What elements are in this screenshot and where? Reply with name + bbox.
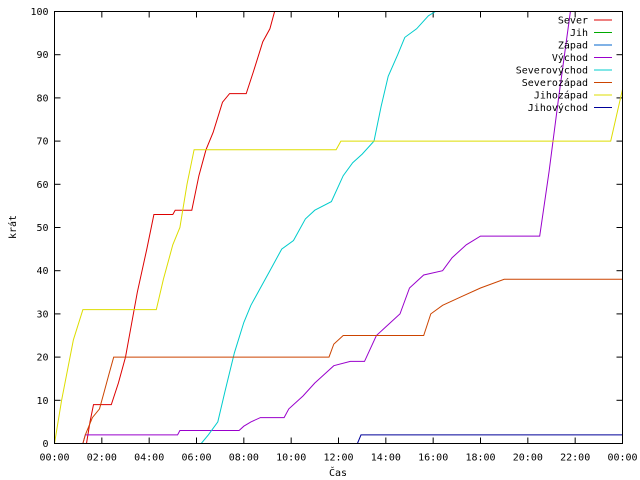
y-tick-label: 70 (36, 137, 48, 148)
y-axis-ticks: 0 10 20 30 40 50 60 70 80 90 100 (30, 7, 623, 450)
legend-label-sever: Sever (558, 16, 588, 27)
x-tick-label: 02:00 (87, 453, 117, 464)
y-tick-label: 80 (36, 93, 48, 104)
y-axis-label: krát (7, 215, 19, 239)
x-tick-label: 00:00 (607, 453, 637, 464)
y-tick-label: 20 (36, 353, 48, 364)
legend: SeverJihZápadVýchodSeverovýchodSeverozáp… (516, 16, 612, 114)
x-tick-label: 18:00 (465, 453, 495, 464)
x-tick-label: 10:00 (276, 453, 306, 464)
y-tick-label: 30 (36, 309, 48, 320)
x-axis-ticks: 00:00 02:00 04:00 06:00 08:00 10:00 12:00 14:00… (39, 11, 638, 464)
legend-label-severozapad: Severozápad (522, 77, 588, 89)
x-axis-label: Čas (329, 466, 347, 479)
legend-label-jihozapad: Jihozápad (534, 90, 588, 102)
series-line-jihovychod (356, 434, 623, 444)
series-line-sever (86, 11, 276, 444)
x-tick-label: 22:00 (560, 453, 590, 464)
legend-label-severovychod: Severovýchod (516, 65, 588, 77)
y-tick-label: 10 (36, 396, 48, 407)
y-tick-label: 100 (30, 7, 48, 18)
legend-label-vychod: Východ (552, 52, 588, 64)
x-tick-label: 06:00 (181, 453, 211, 464)
x-tick-label: 00:00 (39, 453, 69, 464)
legend-label-zapad: Západ (558, 40, 588, 52)
x-tick-label: 20:00 (513, 453, 543, 464)
series-line-vychod (82, 11, 571, 444)
x-tick-label: 08:00 (229, 453, 259, 464)
y-tick-label: 50 (36, 223, 48, 234)
legend-label-jih: Jih (570, 28, 588, 39)
legend-label-jihovychod: Jihovýchod (528, 102, 588, 114)
x-tick-label: 16:00 (418, 453, 448, 464)
series-lines (54, 11, 623, 444)
y-tick-label: 0 (42, 439, 48, 450)
x-tick-label: 14:00 (371, 453, 401, 464)
series-line-jihozapad (54, 89, 623, 444)
x-tick-label: 12:00 (323, 453, 353, 464)
y-tick-label: 90 (36, 50, 48, 61)
y-tick-label: 60 (36, 180, 48, 191)
x-tick-label: 04:00 (134, 453, 164, 464)
series-line-severozapad (82, 278, 623, 444)
series-line-severovychod (200, 11, 436, 444)
plot-frame (54, 11, 623, 444)
y-tick-label: 40 (36, 266, 48, 277)
